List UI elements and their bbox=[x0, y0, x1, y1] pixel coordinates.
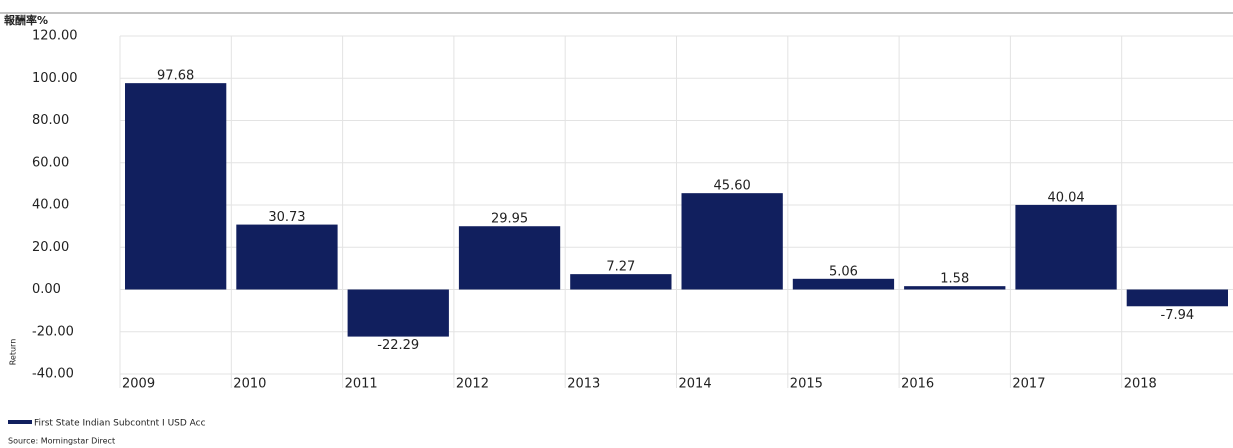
source: Source: Morningstar Direct bbox=[8, 437, 115, 446]
bar bbox=[458, 226, 561, 290]
y-tick-label: 120.00 bbox=[32, 29, 78, 44]
data-label: 7.27 bbox=[606, 260, 635, 275]
bar bbox=[125, 83, 227, 290]
data-label: 1.58 bbox=[940, 272, 969, 287]
y-tick-label: 0.00 bbox=[32, 282, 61, 297]
data-label: 29.95 bbox=[491, 212, 528, 227]
x-tick-label: 2016 bbox=[901, 377, 934, 392]
x-tick-label: 2010 bbox=[233, 377, 266, 392]
y-axis-label: Return bbox=[9, 339, 18, 366]
y-tick-label: 100.00 bbox=[32, 71, 78, 86]
y-tick-label: -20.00 bbox=[32, 324, 74, 339]
legend-label: First State Indian Subcontnt I USD Acc bbox=[34, 419, 206, 429]
data-label: 30.73 bbox=[268, 210, 305, 225]
y-tick-label: 60.00 bbox=[32, 155, 69, 170]
bar bbox=[1126, 289, 1228, 307]
x-tick-label: 2011 bbox=[345, 377, 378, 392]
data-label: 45.60 bbox=[714, 179, 751, 194]
legend-swatch bbox=[8, 420, 32, 424]
x-tick-label: 2012 bbox=[456, 377, 489, 392]
data-label: -7.94 bbox=[1161, 308, 1195, 323]
y-tick-label: -40.00 bbox=[32, 367, 74, 382]
x-tick-label: 2014 bbox=[679, 377, 712, 392]
y-tick-label: 40.00 bbox=[32, 198, 69, 213]
data-label: 97.68 bbox=[157, 69, 194, 84]
y-axis-title: 報酬率% bbox=[4, 13, 48, 27]
x-tick-label: 2018 bbox=[1124, 377, 1157, 392]
y-tick-label: 80.00 bbox=[32, 113, 69, 128]
x-tick-label: 2015 bbox=[790, 377, 823, 392]
bar bbox=[792, 278, 895, 290]
data-label: -22.29 bbox=[377, 338, 419, 353]
bar bbox=[347, 289, 449, 337]
bar bbox=[904, 286, 1006, 290]
bar bbox=[236, 224, 338, 290]
x-tick-label: 2013 bbox=[567, 377, 600, 392]
data-label: 5.06 bbox=[829, 264, 858, 279]
y-tick-label: 20.00 bbox=[32, 240, 69, 255]
bar bbox=[1015, 204, 1117, 290]
bar bbox=[570, 274, 672, 290]
x-tick-label: 2017 bbox=[1012, 377, 1045, 392]
x-tick-label: 2009 bbox=[122, 377, 155, 392]
bar bbox=[681, 193, 783, 290]
data-label: 40.04 bbox=[1047, 190, 1084, 205]
